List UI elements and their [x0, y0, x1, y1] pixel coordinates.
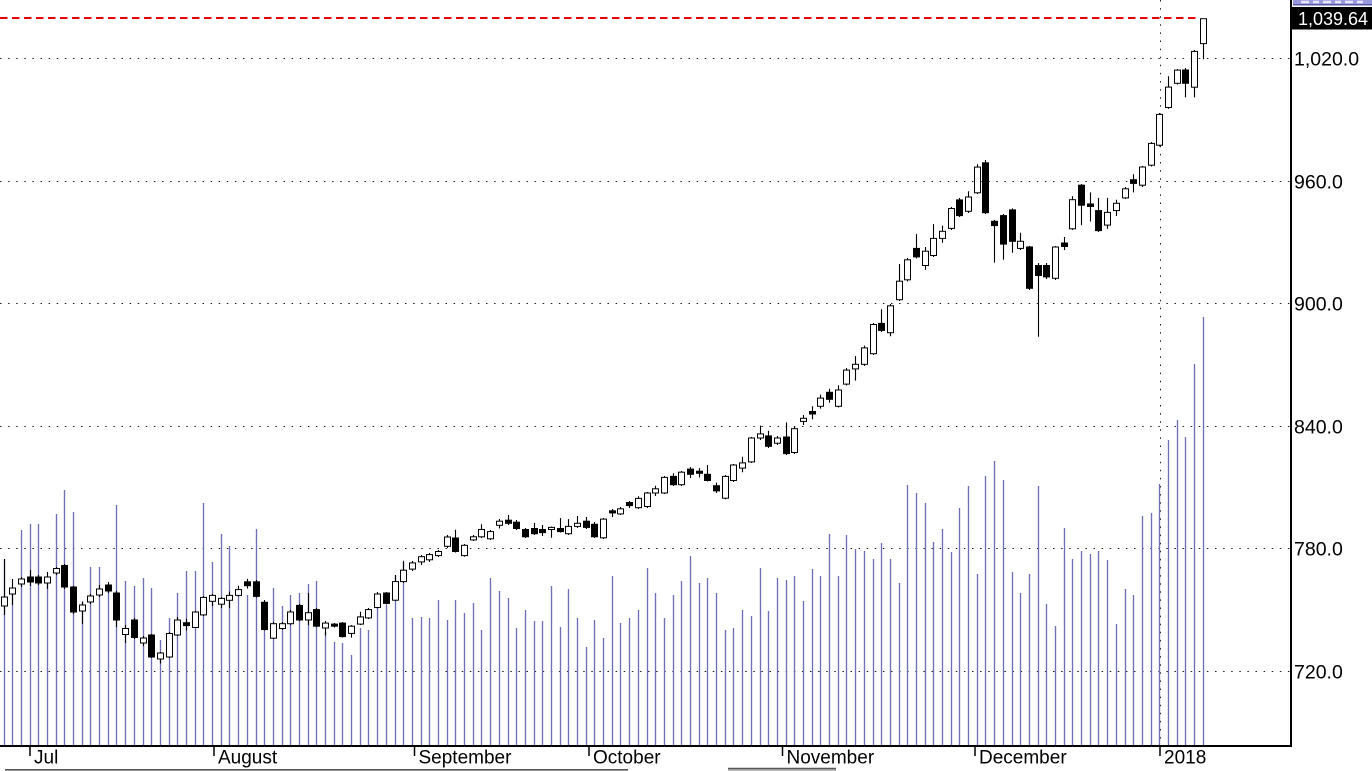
svg-text:960.0: 960.0	[1294, 171, 1343, 193]
svg-text:Jul: Jul	[34, 748, 58, 769]
svg-text:720.0: 720.0	[1294, 661, 1343, 683]
svg-text:900.0: 900.0	[1294, 293, 1343, 315]
svg-text:780.0: 780.0	[1294, 538, 1343, 560]
svg-text:September: September	[419, 748, 513, 769]
svg-text:December: December	[979, 748, 1067, 769]
svg-text:840.0: 840.0	[1294, 416, 1343, 438]
svg-text:1,020.0: 1,020.0	[1294, 48, 1359, 70]
svg-text:2018: 2018	[1164, 748, 1206, 769]
svg-text:1,039.64: 1,039.64	[1298, 9, 1368, 29]
svg-text:August: August	[218, 748, 278, 769]
svg-text:October: October	[593, 748, 661, 769]
svg-text:November: November	[787, 748, 875, 769]
